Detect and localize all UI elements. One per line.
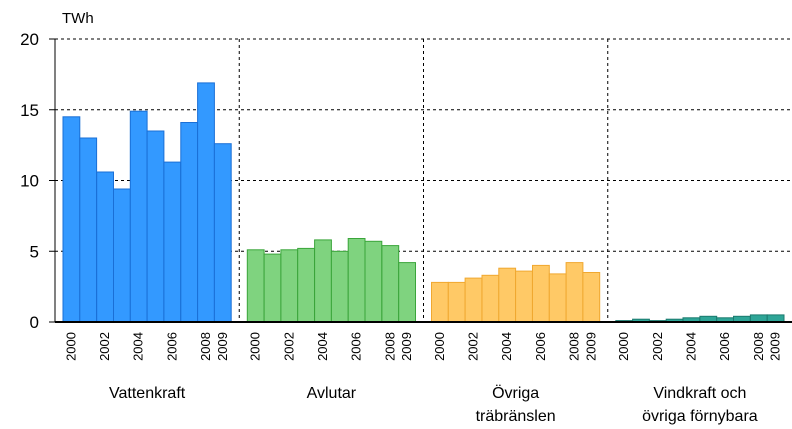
x-tick-label-4-2000: 2000: [616, 332, 631, 361]
bar-3-2005: [515, 270, 533, 323]
bar-3-2007: [548, 273, 567, 323]
x-tick-label-1-2009: 2009: [215, 332, 230, 361]
y-tick-label-20: 20: [20, 30, 39, 49]
x-tick-label-3-2000: 2000: [432, 332, 447, 361]
bar-1-2002: [96, 171, 114, 323]
bar-3-2003: [481, 274, 500, 323]
bar-3-2002: [464, 277, 483, 323]
group-label-4-line-2: övriga förnybara: [642, 408, 758, 425]
bar-1-2000: [62, 116, 81, 323]
x-tick-label-2-2004: 2004: [315, 332, 330, 361]
group-label-2-line-1: Avlutar: [307, 385, 357, 402]
x-tick-label-4-2004: 2004: [683, 332, 698, 361]
bar-3-2008: [565, 262, 584, 323]
bar-3-2009: [582, 272, 601, 323]
bar-2-2008: [381, 245, 400, 323]
x-tick-label-1-2006: 2006: [164, 332, 179, 361]
bar-2-2002: [280, 249, 299, 323]
bar-3-2006: [532, 264, 550, 323]
x-tick-label-4-2006: 2006: [717, 332, 732, 361]
bar-2-2003: [297, 247, 316, 323]
y-axis-unit-label: TWh: [62, 10, 94, 27]
x-tick-label-3-2006: 2006: [533, 332, 548, 361]
x-tick-label-3-2002: 2002: [466, 332, 481, 361]
x-tick-label-1-2000: 2000: [63, 332, 78, 361]
y-tick-label-0: 0: [30, 313, 39, 332]
x-tick-label-3-2009: 2009: [583, 332, 598, 361]
bar-3-2000: [431, 281, 449, 323]
bar-1-2003: [113, 188, 131, 323]
group-label-3-line-2: träbränslen: [476, 408, 556, 425]
bar-2-2001: [263, 253, 282, 323]
y-tick-label-5: 5: [30, 242, 39, 261]
group-label-4-line-1: Vindkraft och: [653, 385, 746, 402]
bar-2-2000: [246, 249, 265, 323]
x-tick-label-1-2002: 2002: [97, 332, 112, 361]
y-tick-label-10: 10: [20, 172, 39, 191]
bar-4-2008: [749, 314, 768, 323]
x-tick-label-2-2009: 2009: [399, 332, 414, 361]
y-tick-label-15: 15: [20, 101, 39, 120]
x-tick-label-3-2004: 2004: [499, 332, 514, 361]
bar-2-2006: [347, 238, 366, 323]
bar-1-2008: [197, 82, 215, 323]
bar-3-2001: [447, 281, 466, 323]
x-tick-label-1-2004: 2004: [131, 332, 146, 361]
bar-2-2004: [314, 239, 332, 323]
bar-2-2007: [364, 240, 383, 323]
x-tick-label-2-2000: 2000: [248, 332, 263, 361]
bar-1-2006: [163, 161, 182, 323]
x-tick-label-4-2002: 2002: [650, 332, 665, 361]
x-tick-label-1-2008: 2008: [198, 332, 213, 361]
axis-layer: [49, 38, 792, 323]
x-tick-label-4-2008: 2008: [751, 332, 766, 361]
bar-2-2009: [398, 262, 417, 323]
x-tick-label-3-2008: 2008: [567, 332, 582, 361]
bar-3-2004: [498, 267, 517, 323]
bar-1-2007: [180, 122, 199, 323]
bar-1-2004: [129, 110, 148, 323]
bar-2-2005: [330, 250, 349, 323]
bar-1-2001: [79, 137, 98, 323]
group-label-1-line-1: Vattenkraft: [109, 385, 186, 402]
x-tick-label-2-2002: 2002: [281, 332, 296, 361]
bar-1-2009: [213, 143, 232, 323]
x-tick-label-2-2008: 2008: [382, 332, 397, 361]
x-tick-label-4-2009: 2009: [768, 332, 783, 361]
bar-4-2009: [766, 314, 785, 323]
x-tick-label-2-2006: 2006: [349, 332, 364, 361]
group-label-3-line-1: Övriga: [492, 384, 539, 402]
bar-1-2005: [146, 130, 165, 323]
